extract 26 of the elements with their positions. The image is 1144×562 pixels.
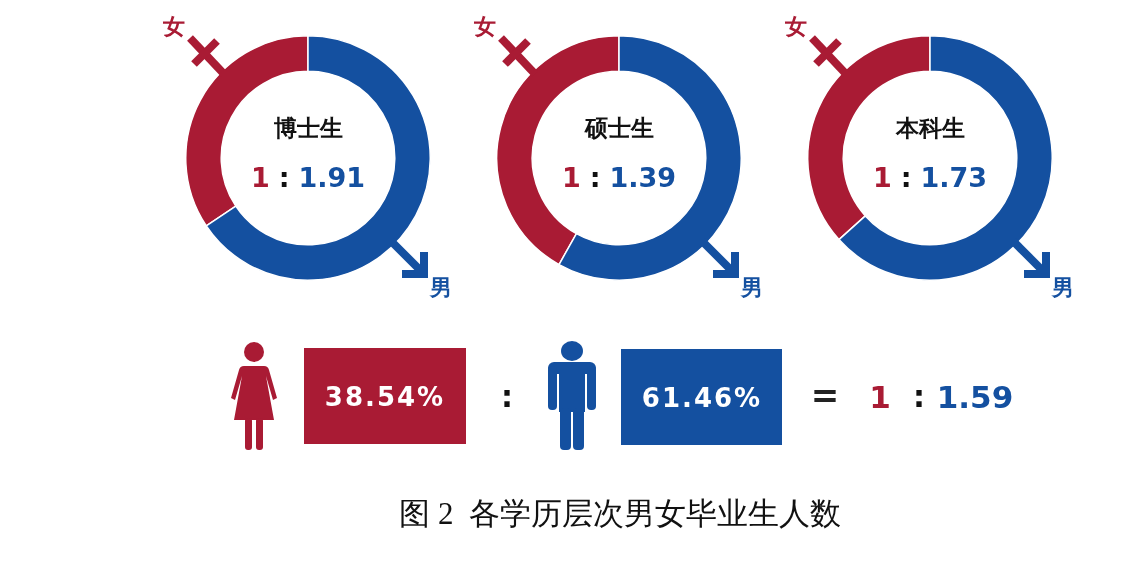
text: =	[810, 375, 840, 416]
data-label: 1	[872, 162, 892, 194]
data-label: 1	[250, 162, 270, 194]
legend-label: 男	[1051, 274, 1075, 300]
text: 1	[869, 378, 891, 415]
caption: 图 2 各学历层次男女毕业生人数	[399, 495, 841, 532]
text: 1.59	[936, 378, 1014, 415]
legend-label: 男	[740, 274, 764, 300]
legend-label: 男	[429, 274, 453, 300]
text: :	[589, 162, 601, 194]
text: :	[900, 162, 912, 194]
text: :	[278, 162, 290, 194]
data-label: 1.39	[609, 162, 677, 194]
text: 硕士生	[583, 114, 654, 141]
slice-label: 女	[472, 14, 496, 40]
text: :	[501, 378, 513, 414]
text: 本科生	[894, 114, 965, 141]
data-label: 1.73	[920, 162, 988, 194]
text: :	[913, 378, 925, 414]
data-label: 1	[561, 162, 581, 194]
text: 博士生	[272, 114, 343, 141]
slice-label: 女	[783, 14, 807, 40]
text: 38.54%	[324, 381, 446, 412]
slice-label: 女	[161, 14, 185, 40]
text: 61.46%	[641, 382, 763, 413]
data-label: 1.91	[298, 162, 366, 194]
